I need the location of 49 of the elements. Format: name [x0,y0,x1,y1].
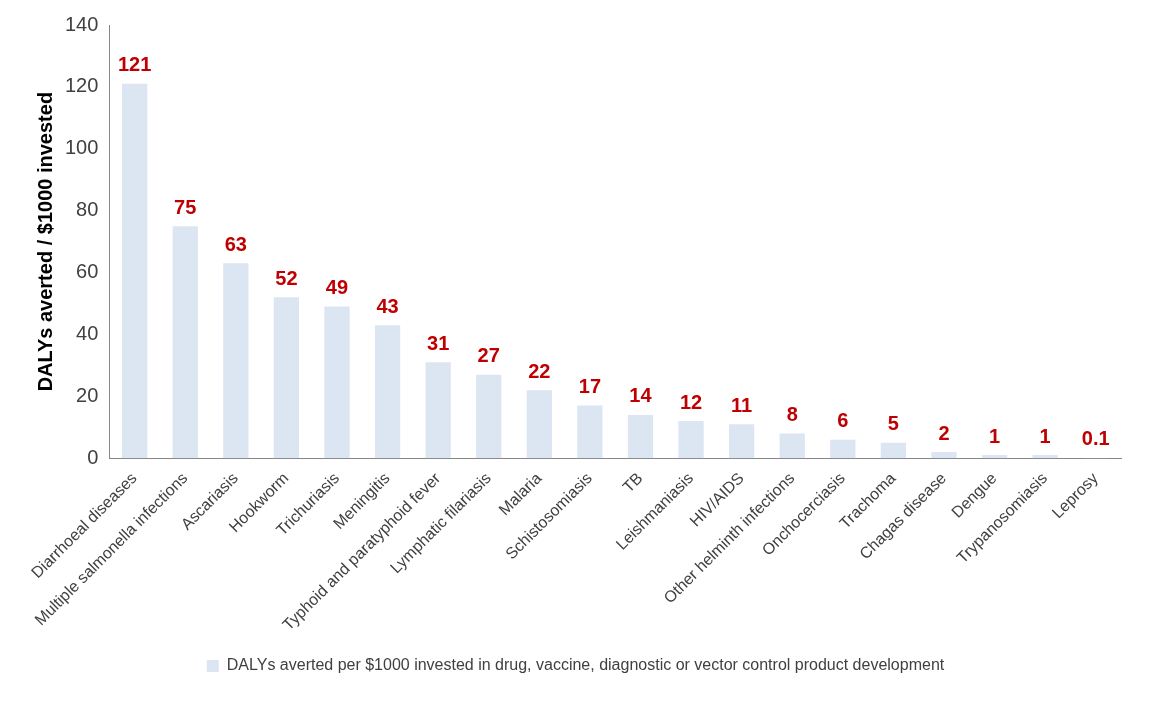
data-label: 75 [174,195,197,218]
y-tick-label: 120 [64,74,99,97]
bar [374,325,401,459]
bar [476,374,502,459]
data-label: 14 [629,384,653,407]
data-label: 8 [786,402,798,425]
bar [880,442,907,459]
bar [728,424,755,459]
data-label: 121 [117,53,152,76]
data-label: 12 [679,390,703,413]
data-label: 6 [837,409,849,432]
bar [425,362,451,459]
bar [678,421,704,459]
data-label: 27 [477,344,500,367]
bar [172,226,198,459]
data-label: 11 [731,393,753,416]
data-label: 31 [427,331,450,354]
bar [830,439,856,459]
y-tick-label: 20 [76,383,99,406]
y-tick-label: 40 [76,321,99,344]
data-label: 1 [988,424,1001,447]
bar [526,390,552,459]
data-label: 49 [325,276,349,299]
data-label: 1 [1039,424,1051,447]
bar [931,452,957,459]
y-tick-label: 60 [76,260,99,283]
data-label: 63 [224,232,247,255]
data-label: 2 [938,421,950,444]
bar [981,455,1008,459]
bar [1032,455,1058,459]
legend-label: DALYs averted per $1000 invested in drug, vaccine, diagnostic or vector control product development [226,656,945,674]
y-tick-label: 140 [64,12,99,35]
bar [223,263,249,459]
bar [324,306,350,459]
data-label: 52 [275,266,298,289]
data-label: 0.1 [1081,427,1110,450]
y-axis-title: DALYs averted / $1000 invested [33,91,56,392]
bar [627,414,654,459]
y-tick-label: 80 [76,198,99,221]
data-label: 22 [528,359,551,382]
bar [273,297,300,459]
bar [122,83,148,459]
bar [577,405,603,459]
y-tick-label: 100 [64,136,99,159]
data-label: 5 [887,412,899,435]
y-tick-label: 0 [87,445,99,468]
data-label: 17 [578,375,602,398]
bar [779,433,805,459]
data-label: 43 [376,294,399,317]
